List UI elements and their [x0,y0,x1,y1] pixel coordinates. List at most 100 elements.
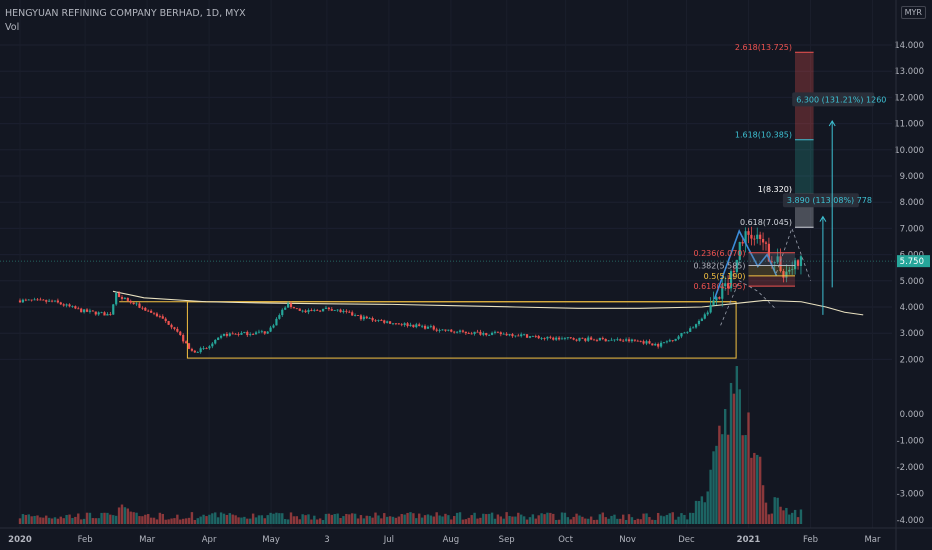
chart-title: HENGYUAN REFINING COMPANY BERHAD, 1D, MY… [5,8,246,19]
candle-body [721,286,724,299]
candle-body [729,271,733,289]
candle-body [182,334,185,342]
volume-bar [199,516,202,524]
volume-bar [630,517,634,524]
candle-body [217,337,220,340]
candle-body [482,333,485,335]
candle-body [727,283,730,289]
volume-bar [476,518,479,524]
volume-bar [339,518,342,524]
candle-body [56,300,59,303]
candle-body [578,337,581,341]
candle-body [187,343,191,349]
candle-body [39,299,42,301]
candle-body [123,297,127,299]
candle-body [502,333,505,335]
candle-body [103,312,106,316]
candle-body [712,300,715,306]
volume-bar [738,389,741,524]
candle-body [254,332,258,335]
volume-bar [700,496,704,524]
volume-bar [79,519,83,524]
volume-bar [662,516,666,524]
candle-body [319,310,322,312]
candle-body [225,333,228,336]
volume-bar [651,519,654,524]
volume-bar [342,516,345,524]
volume-bar [598,514,602,524]
candle-body [240,332,243,335]
candle-body [211,343,214,347]
volume-bar [286,519,290,524]
volume-bar [155,519,159,524]
candle-body [18,300,22,303]
volume-bar [56,518,60,524]
candle-body [249,334,252,336]
volume-bar [470,515,473,524]
candle-body [642,341,645,344]
candle-body [694,324,698,328]
candle-body [48,300,51,302]
candle-body [590,337,593,340]
candle-body [753,238,756,240]
volume-bar [415,518,418,524]
volume-bar [447,515,450,524]
fibonacci-layer: 0.618(4.795)0.5(5.190) 0.382(5.585) 0.236(… [693,227,811,326]
volume-bar [420,517,424,524]
volume-bar [202,514,205,524]
candle-body [598,337,601,341]
volume-bar [741,435,744,524]
candle-body [231,333,234,335]
candle-body [170,324,173,328]
volume-bar [642,513,645,524]
volume-bar [607,518,610,524]
volume-bar [348,514,351,524]
candle-body [648,341,651,344]
volume-bar [141,516,144,524]
volume-bar [572,516,575,524]
candle-body [546,336,549,339]
volume-bar [633,520,637,524]
candle-body [234,333,237,335]
candle-body [152,312,156,314]
volume-bar [368,516,371,524]
candle-body [391,323,395,325]
volume-bar [601,512,604,524]
candles [18,226,803,354]
volume-bar [103,512,106,524]
candle-body [764,242,768,244]
volume-bar [397,516,401,524]
candle-body [665,341,669,343]
volume-bar [785,507,788,524]
volume-bar [540,513,543,524]
volume-bar [170,518,173,524]
volume-bar [750,457,753,524]
volume-bar [799,509,803,524]
candle-body [193,350,196,353]
volume-bar [65,514,68,524]
volume-bar [298,519,301,524]
candle-body [622,340,625,342]
candle-body [397,323,400,325]
volume-bar [432,516,435,524]
volume-bar [788,514,791,524]
volume-bar [123,507,127,524]
candle-body [71,306,74,307]
price-tick-label: 10.000 [894,146,924,156]
volume-bar [589,516,593,524]
volume-bar [537,515,540,524]
time-tick-label: May [262,535,280,545]
extension-level-label: 1.618(10.385) [735,131,792,140]
volume-tick-label: -2.000 [897,463,924,473]
candle-body [324,307,328,309]
time-tick-label: Dec [678,535,695,545]
candle-body [441,329,444,331]
volume-bar [211,513,214,524]
candle-body [246,331,249,336]
volume-bar [193,519,197,524]
volume-bar [47,517,51,524]
currency-badge[interactable]: MYR [900,6,926,19]
volume-bar [761,485,765,524]
candle-body [345,310,348,312]
